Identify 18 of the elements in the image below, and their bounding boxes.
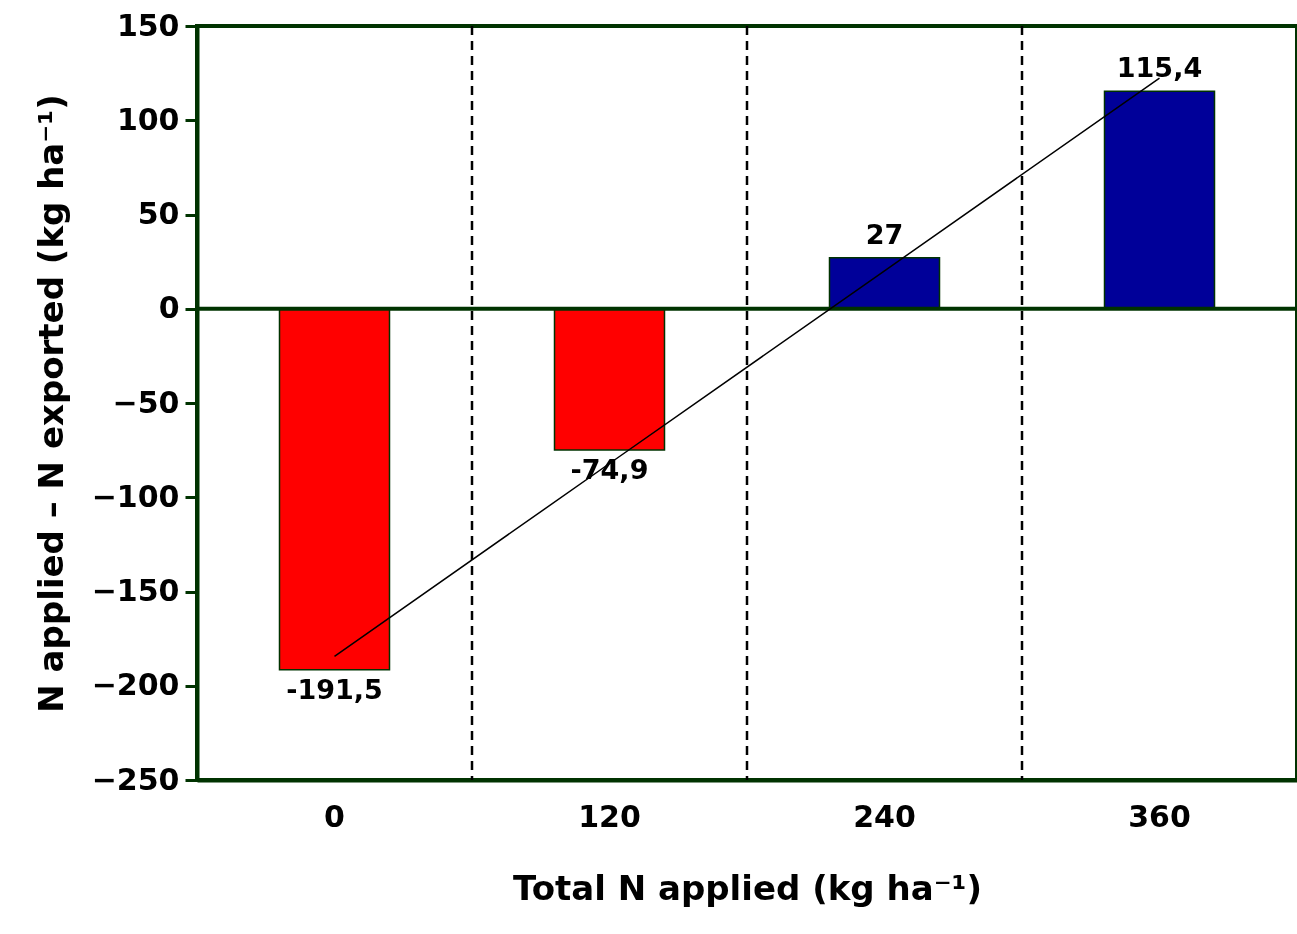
x-tick-label: 240 — [853, 798, 916, 834]
data-label: -191,5 — [286, 673, 383, 705]
y-tick-label: 150 — [116, 7, 180, 43]
y-tick-label: −150 — [91, 573, 180, 608]
x-tick-label: 0 — [324, 798, 345, 834]
y-tick-label: −200 — [91, 667, 180, 703]
x-tick-label: 360 — [1128, 798, 1191, 834]
x-axis-title: Total N applied (kg ha⁻¹) — [512, 867, 983, 908]
y-tick-label: 50 — [137, 196, 180, 231]
y-tick-label: 0 — [158, 290, 180, 326]
data-label: 27 — [865, 218, 904, 250]
y-tick-label: −250 — [91, 761, 180, 797]
y-tick-label: −50 — [112, 384, 180, 420]
y-tick-label: 100 — [116, 101, 180, 137]
y-tick-label: −100 — [91, 478, 180, 514]
x-tick-label: 120 — [578, 798, 641, 834]
data-label: 115,4 — [1116, 52, 1203, 84]
y-axis-title: N applied – N exported (kg ha⁻¹) — [30, 94, 71, 713]
